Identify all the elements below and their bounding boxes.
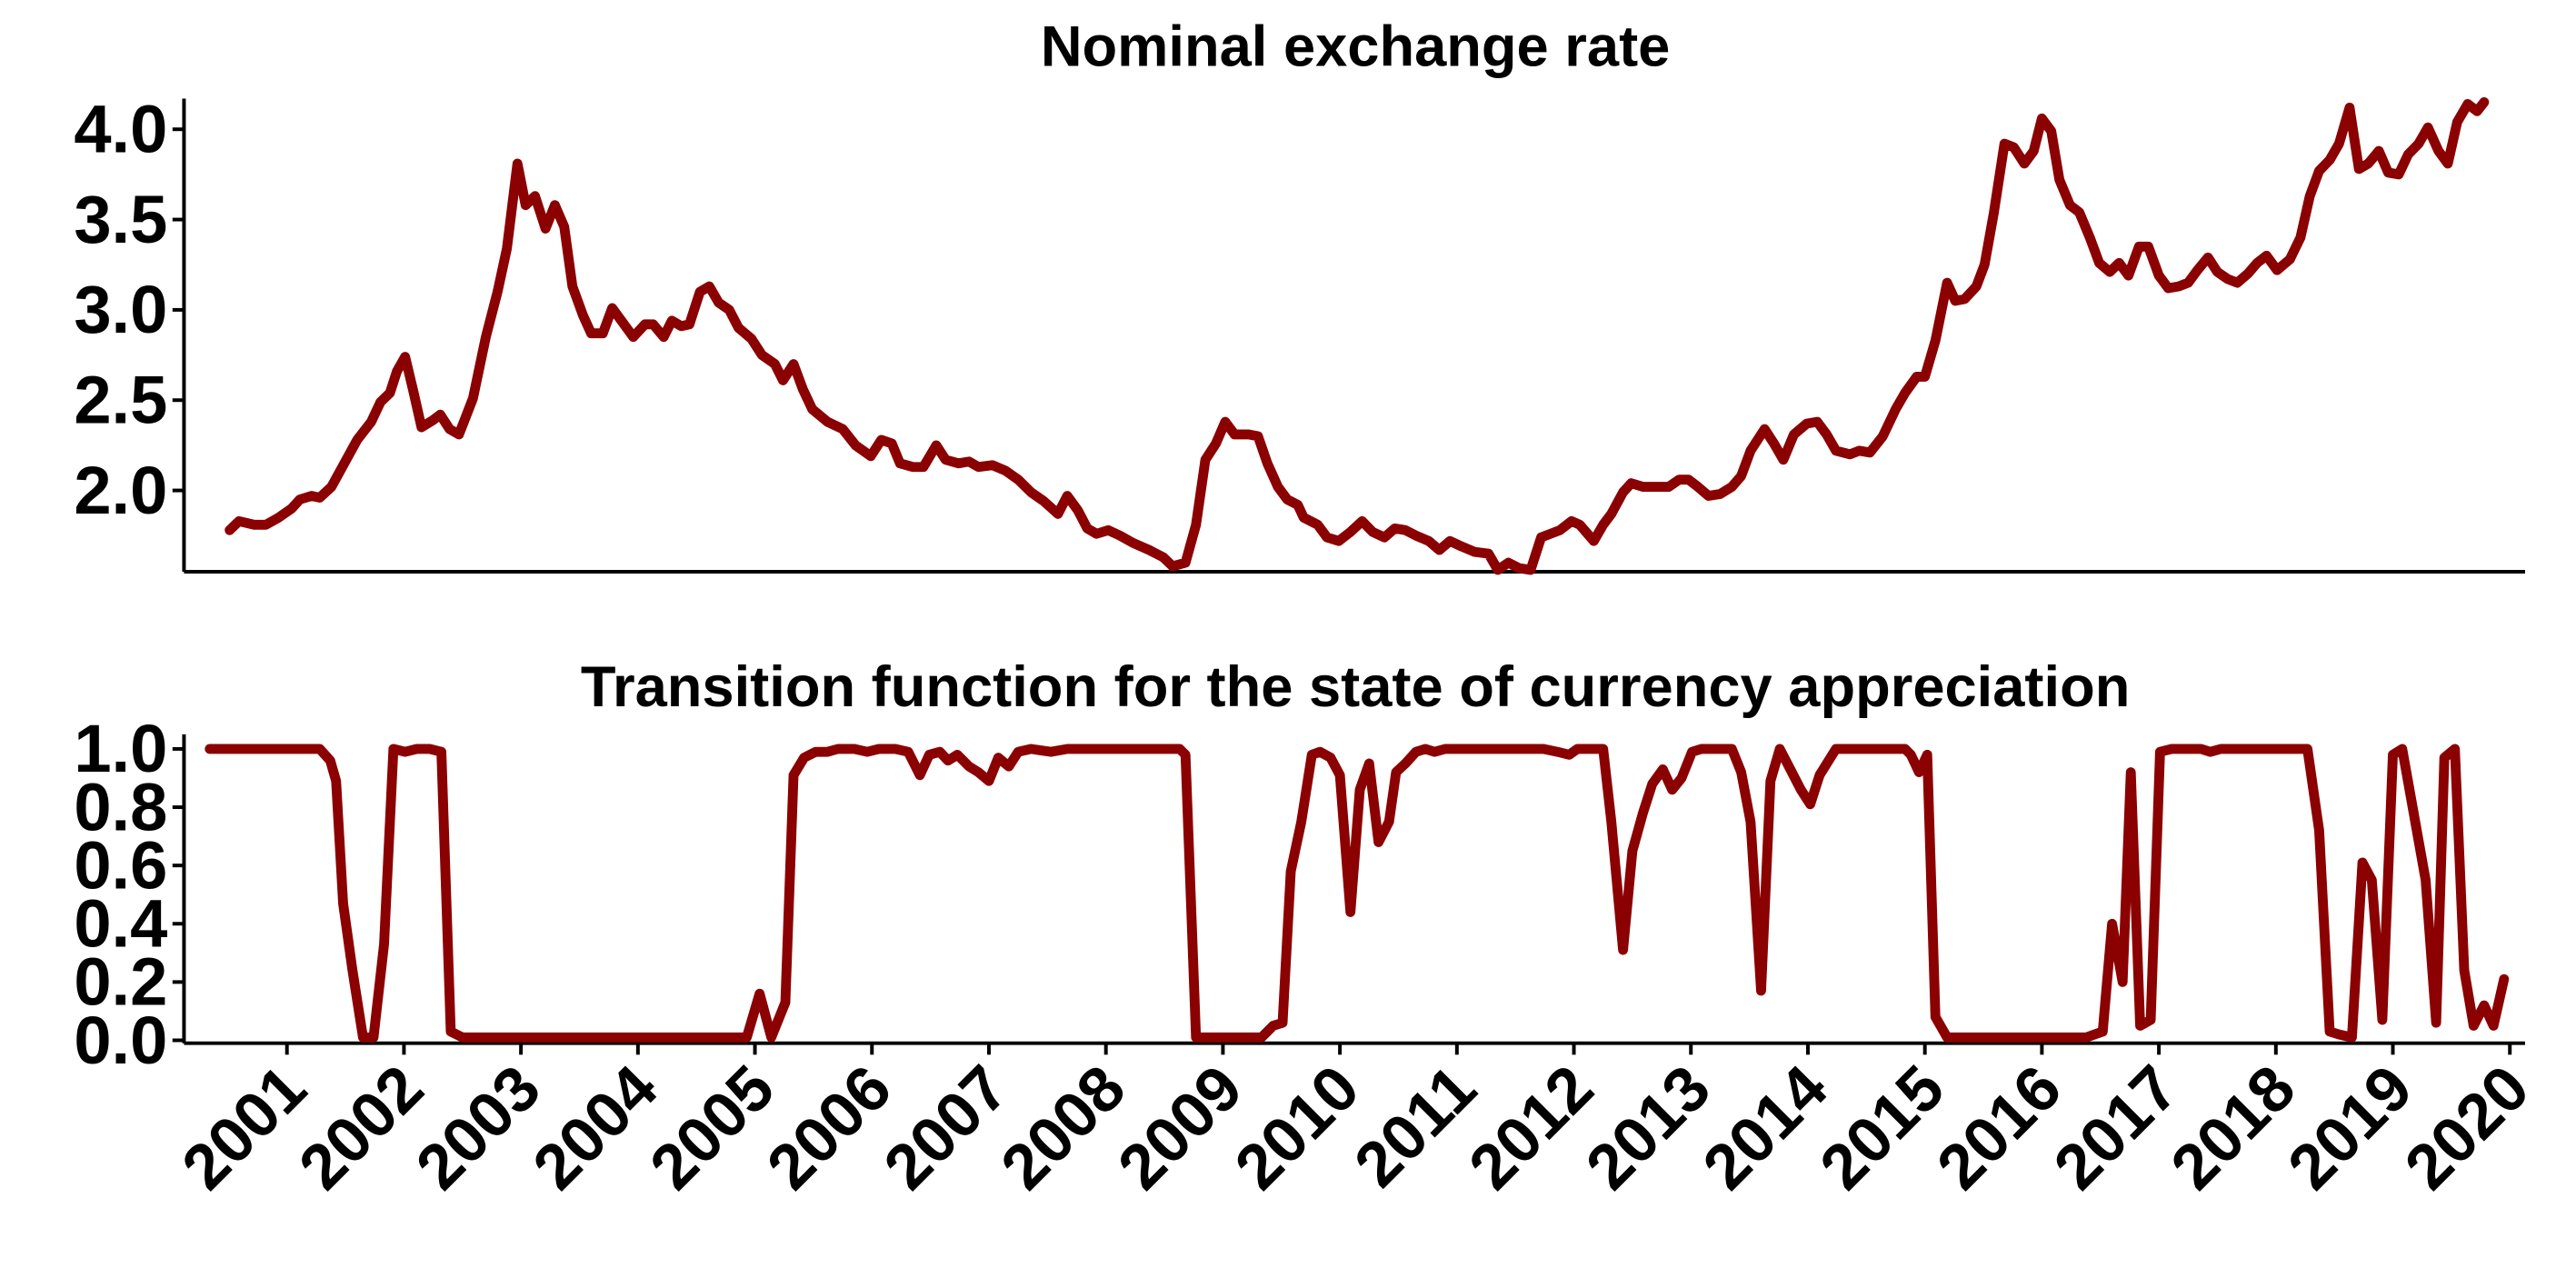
y-tick-label: 1.0 <box>74 711 167 786</box>
y-tick-label: 0.4 <box>74 886 167 962</box>
x-tick-label: 2004 <box>519 1052 671 1203</box>
x-tick-label: 2020 <box>2391 1052 2542 1203</box>
x-tick-label: 2002 <box>285 1052 437 1203</box>
x-tick-label: 2014 <box>1689 1052 1841 1203</box>
x-tick-label: 2005 <box>636 1052 788 1203</box>
data-line <box>225 96 2490 575</box>
y-tick-label: 4.0 <box>74 92 167 167</box>
x-tick-label: 2006 <box>753 1052 904 1203</box>
x-tick-label: 2001 <box>168 1052 320 1203</box>
x-tick-label: 2003 <box>402 1052 554 1203</box>
x-tick-label: 2015 <box>1806 1052 1958 1203</box>
x-tick-label: 2009 <box>1104 1052 1256 1203</box>
x-tick-label: 2016 <box>1923 1052 2075 1203</box>
y-tick-label: 2.0 <box>74 453 167 528</box>
x-tick-label: 2018 <box>2157 1052 2309 1203</box>
x-tick-label: 2011 <box>1341 1052 1490 1201</box>
x-tick-label: 2017 <box>2040 1052 2192 1203</box>
x-tick-label: 2007 <box>870 1052 1022 1203</box>
data-line <box>205 744 2510 1043</box>
x-tick-label: 2019 <box>2274 1052 2426 1203</box>
y-tick-label: 0.0 <box>74 1003 167 1078</box>
chart-title: Transition function for the state of cur… <box>581 655 2130 719</box>
y-tick-label: 2.5 <box>74 363 167 438</box>
y-tick-label: 0.2 <box>74 944 167 1020</box>
x-tick-label: 2010 <box>1221 1052 1373 1203</box>
chart-title: Nominal exchange rate <box>1041 15 1670 78</box>
y-tick-label: 3.0 <box>74 272 167 347</box>
y-tick-label: 3.5 <box>74 182 167 257</box>
x-tick-label: 2013 <box>1572 1052 1723 1203</box>
y-tick-label: 0.8 <box>74 769 167 844</box>
x-tick-label: 2012 <box>1455 1052 1607 1203</box>
y-tick-label: 0.6 <box>74 827 167 903</box>
x-tick-label: 2008 <box>987 1052 1139 1203</box>
